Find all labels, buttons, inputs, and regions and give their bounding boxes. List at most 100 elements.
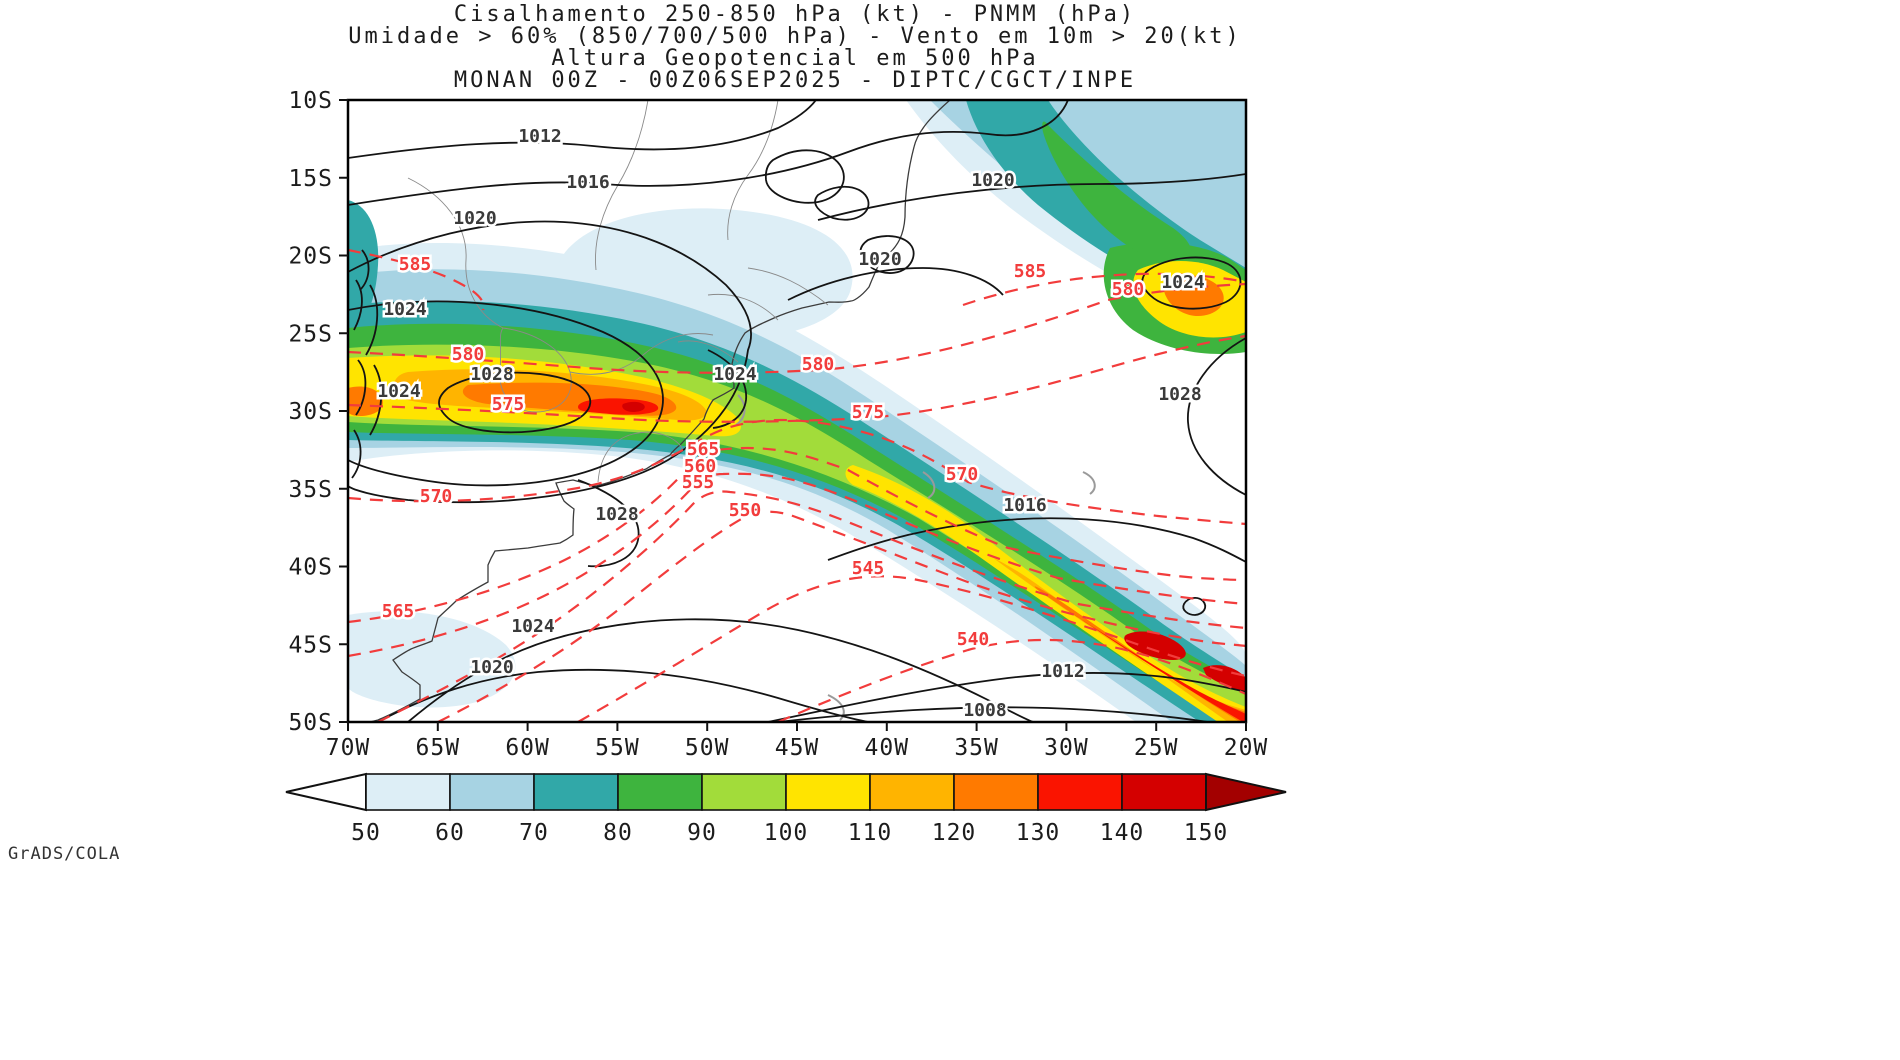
y-tick-label: 10S xyxy=(288,88,333,114)
y-tick-label: 15S xyxy=(288,166,333,192)
country-borders xyxy=(407,100,829,483)
y-tick-label: 30S xyxy=(288,399,333,425)
geopotential-contour-label: 580 xyxy=(1112,279,1145,300)
colorbar-left-arrow xyxy=(285,772,367,812)
colorbar: 50 60 70 80 90 100 110 120 130 140 150 xyxy=(285,772,1287,846)
pressure-contour-label: 1016 xyxy=(1003,495,1046,516)
geopotential-contour-label: 555 xyxy=(682,472,715,493)
colorbar-tick-label: 140 xyxy=(1100,820,1145,846)
x-tick-label: 40W xyxy=(865,735,910,761)
colorbar-segment xyxy=(785,773,871,811)
pressure-contour-label: 1028 xyxy=(1158,384,1201,405)
colorbar-segment xyxy=(449,773,535,811)
colorbar-segment xyxy=(953,773,1039,811)
geopotential-contour-label: 540 xyxy=(957,629,990,650)
colorbar-tick-label: 70 xyxy=(519,820,549,846)
pressure-contours xyxy=(348,100,1246,722)
x-tick-label: 30W xyxy=(1044,735,1089,761)
shading-region xyxy=(1068,611,1246,722)
colorbar-scale: 50 60 70 80 90 100 110 120 130 140 150 xyxy=(285,772,1287,846)
y-tick-label: 45S xyxy=(288,632,333,658)
title-line-2: Umidade > 60% (850/700/500 hPa) - Vento … xyxy=(348,24,1242,49)
pressure-contour-label: 1016 xyxy=(566,172,609,193)
y-tick-label: 50S xyxy=(288,710,333,736)
pressure-contour-label: 1020 xyxy=(470,657,513,678)
colorbar-tick-label: 150 xyxy=(1184,820,1229,846)
grads-watermark: GrADS/COLA xyxy=(8,844,121,864)
geopotential-contour-label: 545 xyxy=(852,558,885,579)
x-tick-label: 20W xyxy=(1224,735,1269,761)
geopotential-contours xyxy=(348,248,1246,722)
colorbar-right-arrow xyxy=(1205,772,1287,812)
x-tick-label: 35W xyxy=(954,735,999,761)
title-line-3: Altura Geopotencial em 500 hPa xyxy=(551,46,1039,71)
pressure-contour-label: 1012 xyxy=(518,126,561,147)
pressure-contour-label: 1012 xyxy=(1041,661,1084,682)
colorbar-tick-label: 130 xyxy=(1016,820,1061,846)
y-axis: 10S 15S 20S 25S 30S 35S 40S 45S 50S xyxy=(288,88,348,736)
colorbar-segment xyxy=(617,773,703,811)
pressure-contour-label: 1024 xyxy=(377,381,421,402)
colorbar-tick-label: 60 xyxy=(435,820,465,846)
x-axis: 70W 65W 60W 55W 50W 45W 40W 35W 30W 25W 20W xyxy=(326,722,1269,761)
title-line-4: MONAN 00Z - 00Z06SEP2025 - DIPTC/CGCT/IN… xyxy=(453,68,1137,93)
title-line-1: Cisalhamento 250-850 hPa (kt) - PNMM (hP… xyxy=(453,2,1137,27)
y-tick-label: 25S xyxy=(288,321,333,347)
geopotential-contour-label: 565 xyxy=(687,439,720,460)
colorbar-segment xyxy=(365,773,451,811)
pressure-contour-label: 1024 xyxy=(1161,272,1205,293)
x-tick-label: 50W xyxy=(685,735,730,761)
colorbar-tick-label: 90 xyxy=(687,820,717,846)
geopotential-contour-label: 565 xyxy=(382,601,415,622)
pressure-contour-label: 1024 xyxy=(713,364,757,385)
pressure-contour-label: 1020 xyxy=(858,249,901,270)
shading-region xyxy=(1034,586,1246,722)
colorbar-segment xyxy=(869,773,955,811)
geopotential-contour-label: 585 xyxy=(1014,261,1047,282)
pressure-contour-label: 1020 xyxy=(453,208,496,229)
geopotential-contour-label: 575 xyxy=(492,394,525,415)
geopotential-contour-label: 580 xyxy=(452,344,485,365)
x-tick-label: 65W xyxy=(416,735,461,761)
pressure-contour-label: 1024 xyxy=(511,616,555,637)
geopotential-contour-label: 585 xyxy=(399,254,432,275)
geopotential-contour-label: 575 xyxy=(852,402,885,423)
shading-region xyxy=(1163,275,1224,317)
pressure-contour-label: 1028 xyxy=(595,504,638,525)
geopotential-contour-label: 580 xyxy=(802,354,835,375)
colorbar-tick-label: 100 xyxy=(764,820,809,846)
y-tick-label: 40S xyxy=(288,555,333,581)
colorbar-segment xyxy=(1121,773,1207,811)
colorbar-tick-label: 110 xyxy=(848,820,893,846)
shading-region xyxy=(348,200,379,335)
map-plot: 1012 1016 1020 1020 1020 1024 1024 1024 1024 1028… xyxy=(288,88,1269,761)
geopotential-contour-label: 570 xyxy=(946,464,979,485)
x-tick-label: 55W xyxy=(595,735,640,761)
pressure-contour-label: 1020 xyxy=(971,170,1014,191)
shading-region xyxy=(622,401,645,412)
shading-region xyxy=(1124,631,1186,660)
pressure-contour-label: 1028 xyxy=(470,364,513,385)
colorbar-segment xyxy=(1037,773,1123,811)
x-tick-label: 25W xyxy=(1134,735,1179,761)
pressure-contour-label: 1008 xyxy=(963,700,1006,721)
x-tick-label: 60W xyxy=(505,735,550,761)
y-tick-label: 35S xyxy=(288,477,333,503)
x-tick-label: 70W xyxy=(326,735,371,761)
pressure-labels: 1012 1016 1020 1020 1020 1024 1024 1024 1024 1028… xyxy=(375,124,1208,723)
geopotential-contour-label: 570 xyxy=(420,486,453,507)
colorbar-tick-label: 50 xyxy=(351,820,381,846)
geopotential-contour-label: 560 xyxy=(684,456,717,477)
x-tick-label: 45W xyxy=(775,735,820,761)
colorbar-tick-label: 80 xyxy=(603,820,633,846)
pressure-contour-label: 1024 xyxy=(383,299,427,320)
y-tick-label: 20S xyxy=(288,244,333,270)
title-block: Cisalhamento 250-850 hPa (kt) - PNMM (hP… xyxy=(0,4,1590,92)
shading-region xyxy=(1203,665,1246,692)
colorbar-tick-label: 120 xyxy=(932,820,977,846)
shading-region xyxy=(348,386,383,416)
colorbar-segment xyxy=(533,773,619,811)
shading-region xyxy=(1042,121,1192,263)
